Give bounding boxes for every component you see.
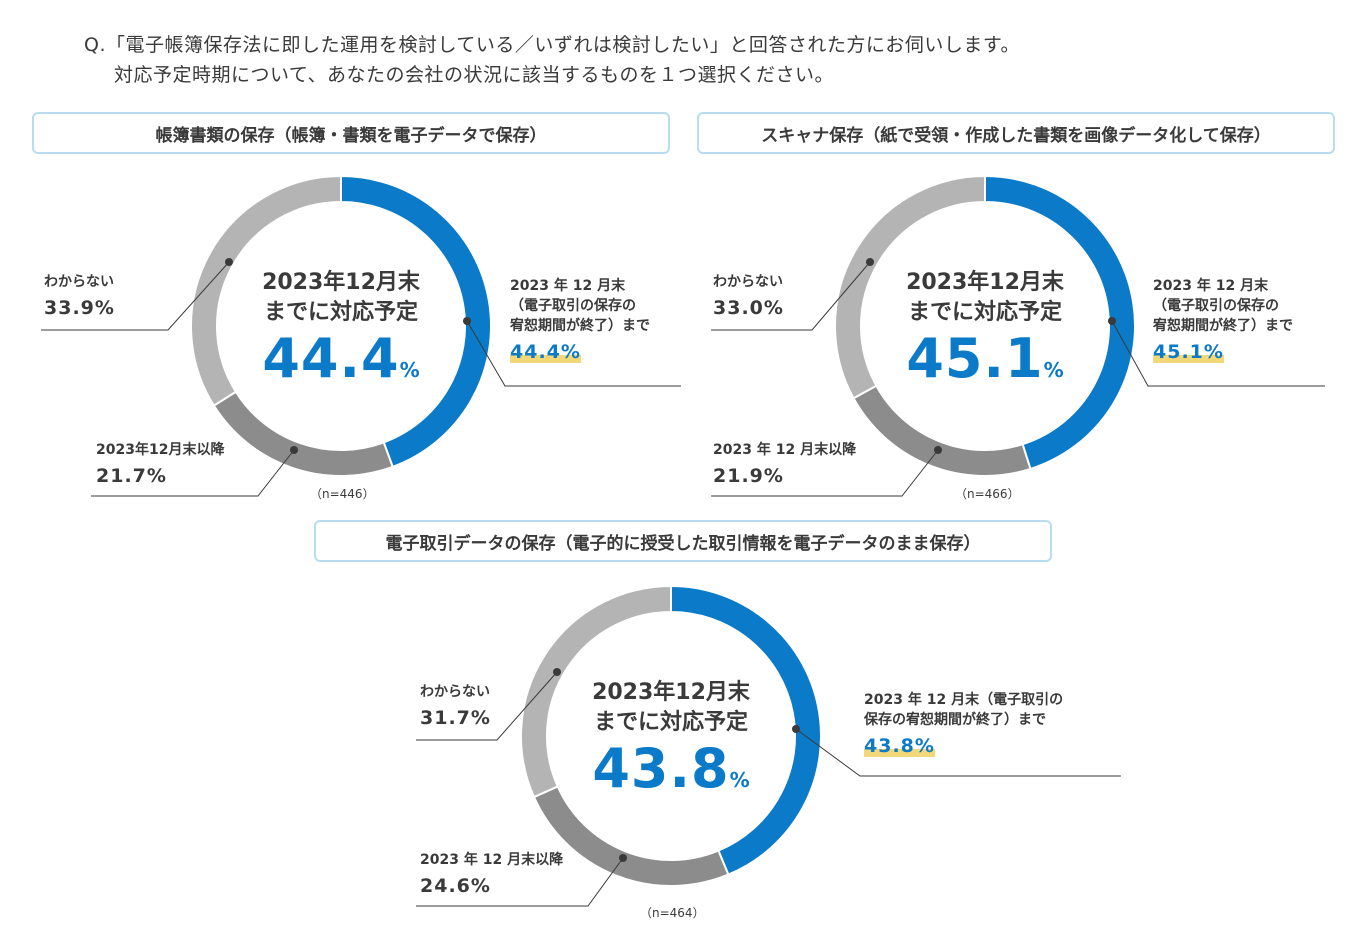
chart-3-label-after: 2023 年 12 月末以降 24.6% (420, 850, 563, 902)
chart-3-label-before-line-2: 保存の宥恕期間が終了）まで (864, 712, 1046, 728)
chart-1-slice-after (212, 390, 394, 477)
chart-1-center-value: 44.4% (262, 327, 420, 390)
chart-1-leader-before (466, 320, 681, 387)
chart-1-label-unknown-text: わからない (44, 274, 114, 290)
chart-3-center-label-2: までに対応予定 (593, 710, 748, 735)
chart-1-leader-dot-before (463, 317, 471, 325)
chart-1-pct-after: 21.7% (96, 465, 167, 487)
chart-3-label-unknown: わからない 31.7% (420, 682, 491, 734)
chart-2-leader-dot-unknown (866, 258, 874, 266)
chart-1-label-after: 2023年12月末以降 21.7% (96, 440, 224, 492)
chart-2-center-value: 45.1% (906, 327, 1064, 390)
chart-1-label-before-line-2: （電子取引の保存の (510, 298, 636, 314)
chart-2-pct-before: 45.1% (1153, 336, 1224, 368)
chart-2-n: （n=466） (955, 487, 1020, 501)
chart-1-pct-unknown: 33.9% (44, 297, 115, 319)
chart-3-leader-unknown (416, 671, 558, 741)
chart-2-leader-after (711, 449, 939, 497)
question-line-1: Q.「電子帳簿保存法に即した運用を検討している／いずれは検討したい」と回答された… (84, 34, 1021, 56)
chart-2-leader-before (1111, 320, 1325, 387)
chart-3-pct-before: 43.8% (864, 730, 935, 762)
chart-1-leader-dot-unknown (225, 258, 233, 266)
chart-2-leader-dot-before (1108, 317, 1116, 325)
chart-3-label-before: 2023 年 12 月末（電子取引の 保存の宥恕期間が終了）まで 43.8% (864, 690, 1063, 762)
chart-1-label-after-text: 2023年12月末以降 (96, 442, 225, 458)
chart-3-pct-after: 24.6% (420, 875, 491, 897)
chart-1-n: （n=446） (310, 487, 375, 501)
chart-1-leader-unknown (41, 261, 230, 331)
chart-2-label-before: 2023 年 12 月末 （電子取引の保存の 宥恕期間が終了）まで 45.1% (1153, 276, 1293, 368)
chart-1-slice-unknown (190, 174, 342, 407)
question-text: Q.「電子帳簿保存法に即した運用を検討している／いずれは検討したい」と回答された… (84, 30, 1020, 90)
chart-2-center: 2023年12月末 までに対応予定 45.1% (885, 268, 1085, 401)
chart-3-label-unknown-text: わからない (420, 684, 490, 700)
chart-3-center: 2023年12月末 までに対応予定 43.8% (571, 678, 771, 811)
chart-3-label-after-text: 2023 年 12 月末以降 (420, 852, 564, 868)
chart-1-leader-after (91, 449, 295, 497)
chart-1-center-label-2: までに対応予定 (263, 300, 418, 325)
chart-2-label-after: 2023 年 12 月末以降 21.9% (713, 440, 856, 492)
chart-2-center-label-2: までに対応予定 (907, 300, 1062, 325)
chart-3-leader-dot-before (792, 725, 800, 733)
chart-2-label-unknown-text: わからない (713, 274, 783, 290)
chart-3-leader-dot-after (619, 854, 627, 862)
chart-2-label-after-text: 2023 年 12 月末以降 (713, 442, 857, 458)
chart-2-pct-after: 21.9% (713, 465, 784, 487)
chart-2-label-unknown: わからない 33.0% (713, 272, 784, 324)
chart-1-center: 2023年12月末 までに対応予定 44.4% (241, 268, 441, 401)
chart-1-label-before: 2023 年 12 月末 （電子取引の保存の 宥恕期間が終了）まで 44.4% (510, 276, 650, 368)
chart-3-leader-before (795, 728, 1121, 777)
chart-1-title: 帳簿書類の保存（帳簿・書類を電子データで保存） (32, 112, 670, 154)
chart-2-label-before-line-1: 2023 年 12 月末 (1153, 278, 1269, 294)
chart-1-label-before-line-3: 宥恕期間が終了）まで (510, 318, 650, 334)
chart-2-label-before-line-2: （電子取引の保存の (1153, 298, 1279, 314)
chart-1-leader-dot-after (290, 446, 298, 454)
chart-3-pct-unknown: 31.7% (420, 707, 491, 729)
chart-3-leader-dot-unknown (553, 668, 561, 676)
chart-3-slice-unknown (520, 584, 672, 799)
chart-1-label-unknown: わからない 33.9% (44, 272, 115, 324)
chart-2-leader-dot-after (934, 446, 942, 454)
chart-1-center-label-1: 2023年12月末 (262, 270, 420, 295)
chart-2-pct-unknown: 33.0% (713, 297, 784, 319)
question-line-2: 対応予定時期について、あなたの会社の状況に該当するものを１つ選択ください。 (114, 64, 834, 86)
chart-1-label-before-line-1: 2023 年 12 月末 (510, 278, 626, 294)
chart-3-n: （n=464） (640, 906, 705, 920)
chart-3-leader-after (416, 857, 624, 907)
chart-2-label-before-line-3: 宥恕期間が終了）まで (1153, 318, 1293, 334)
chart-3-label-before-line-1: 2023 年 12 月末（電子取引の (864, 692, 1064, 708)
chart-2-center-label-1: 2023年12月末 (906, 270, 1064, 295)
chart-3-title: 電子取引データの保存（電子的に授受した取引情報を電子データのまま保存） (314, 520, 1052, 562)
chart-2-leader-unknown (711, 261, 871, 331)
chart-3-center-label-1: 2023年12月末 (592, 680, 750, 705)
chart-1-pct-before: 44.4% (510, 336, 581, 368)
chart-2-slice-unknown (834, 174, 986, 400)
chart-2-title: スキャナ保存（紙で受領・作成した書類を画像データ化して保存） (697, 112, 1335, 154)
chart-3-center-value: 43.8% (592, 737, 750, 800)
